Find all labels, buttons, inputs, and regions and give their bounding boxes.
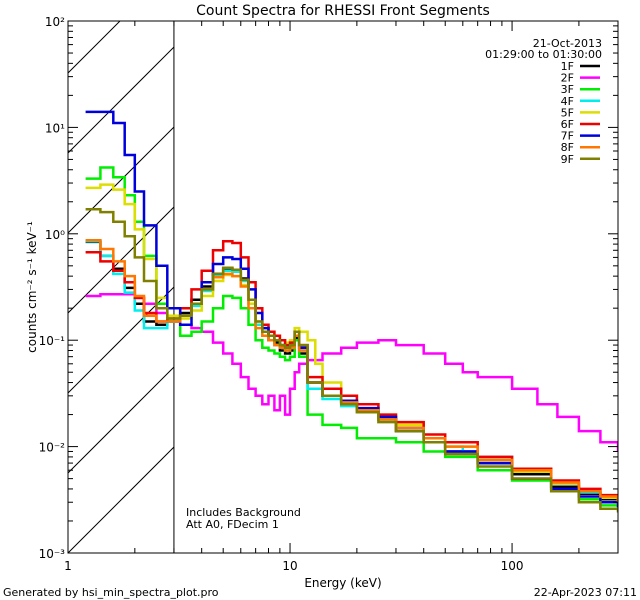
date-label: 21-Oct-2013 — [533, 37, 602, 50]
legend-label-8F: 8F — [561, 141, 574, 154]
y-tick-label: 10⁻³ — [39, 547, 66, 561]
legend-label-1F: 1F — [561, 60, 574, 73]
legend-label-2F: 2F — [561, 72, 574, 85]
series-lines — [85, 110, 618, 513]
note-attenuator-state: Att A0, FDecim 1 — [186, 518, 279, 531]
chart-title: Count Spectra for RHESSI Front Segments — [196, 3, 490, 19]
x-tick-label: 10 — [282, 559, 297, 573]
y-axis-label: counts cm⁻² s⁻¹ keV⁻¹ — [25, 221, 39, 353]
y-tick-label: 10⁰ — [45, 228, 65, 242]
plot-frame — [67, 20, 619, 554]
x-axis-label: Energy (keV) — [304, 576, 381, 590]
legend-label-3F: 3F — [561, 83, 574, 96]
legend-label-4F: 4F — [561, 95, 574, 108]
x-tick-label: 100 — [501, 559, 524, 573]
y-tick-label: 10⁻¹ — [39, 334, 66, 348]
legend-label-7F: 7F — [561, 130, 574, 143]
series-line-9F — [85, 208, 618, 513]
time-range-label: 01:29:00 to 01:30:00 — [485, 48, 602, 61]
x-tick-labels: 1 10 100 — [64, 559, 523, 573]
note-includes-background: Includes Background — [186, 506, 301, 519]
footer-generator: Generated by hsi_min_spectra_plot.pro — [3, 586, 219, 599]
y-tick-label: 10⁻² — [39, 441, 66, 455]
footer-timestamp: 22-Apr-2023 07:11 — [534, 586, 637, 599]
legend-label-6F: 6F — [561, 118, 574, 131]
legend-label-9F: 9F — [561, 153, 574, 166]
y-tick-label: 10¹ — [45, 121, 65, 135]
y-tick-label: 10² — [45, 15, 65, 29]
legend-label-5F: 5F — [561, 106, 574, 119]
x-tick-label: 1 — [64, 559, 72, 573]
hatch-line — [68, 21, 201, 154]
axis-ticks — [67, 20, 619, 554]
y-tick-labels: 10⁻³ 10⁻² 10⁻¹ 10⁰ 10¹ 10² — [39, 15, 66, 561]
hatch-line — [68, 21, 121, 74]
